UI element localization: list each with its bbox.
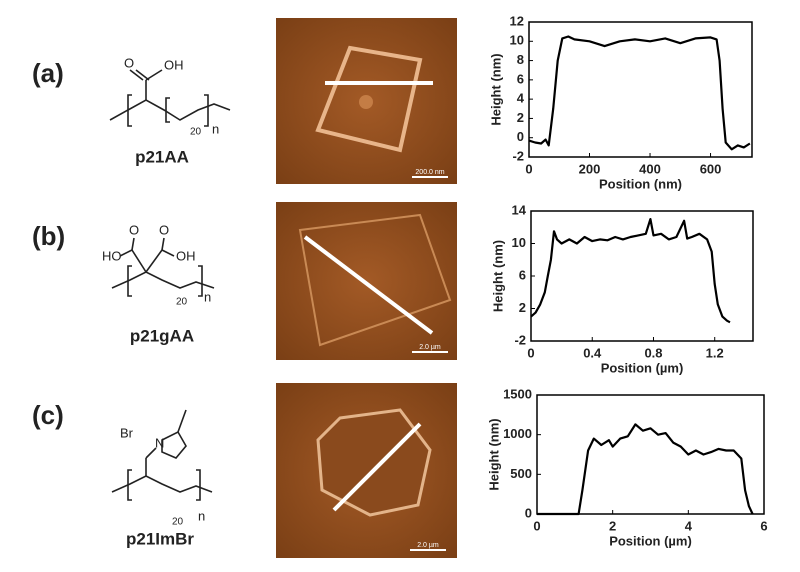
panel-label: (c) <box>32 400 64 430</box>
atom: OH <box>176 248 196 263</box>
x-tick-label: 2 <box>609 518 616 533</box>
structure: Br N 20 n <box>111 409 213 528</box>
y-tick-label: 10 <box>512 235 526 250</box>
y-tick-label: 10 <box>510 33 524 48</box>
compound-name: p21AA <box>135 147 189 166</box>
x-tick-label: 0 <box>525 161 532 176</box>
y-tick-label: -2 <box>514 332 526 347</box>
y-tick-label: 1000 <box>503 426 532 441</box>
atom: OH <box>164 57 184 72</box>
y-tick-label: 0 <box>525 505 532 520</box>
x-axis-label: Position (µm) <box>601 360 684 375</box>
plot-frame <box>530 210 754 342</box>
subscript: n <box>198 508 205 523</box>
x-tick-label: 400 <box>639 161 661 176</box>
data-line <box>528 35 751 151</box>
y-tick-label: 2 <box>519 300 526 315</box>
x-tick-label: 0.8 <box>644 345 662 360</box>
compound-name: p21gAA <box>130 326 194 345</box>
x-tick-label: 0 <box>527 345 534 360</box>
atom: O <box>124 55 134 70</box>
afm-image: 200.0 nm <box>276 18 457 184</box>
subscript: n <box>212 121 219 136</box>
atom: O <box>159 222 169 237</box>
y-tick-label: 6 <box>517 71 524 86</box>
x-tick-label: 0.4 <box>583 345 602 360</box>
y-tick-label: 6 <box>519 267 526 282</box>
y-tick-label: -2 <box>512 148 524 163</box>
y-tick-label: 14 <box>512 202 527 217</box>
y-tick-label: 4 <box>517 91 525 106</box>
atom: O <box>129 222 139 237</box>
x-tick-label: 200 <box>579 161 601 176</box>
y-tick-label: 1500 <box>503 386 532 401</box>
compound-name: p21ImBr <box>126 529 194 548</box>
atom: Br <box>120 425 134 440</box>
x-tick-label: 600 <box>700 161 722 176</box>
x-tick-label: 4 <box>685 518 693 533</box>
y-tick-label: 2 <box>517 110 524 125</box>
y-tick-label: 500 <box>510 466 532 481</box>
scale-bar-label: 2.0 µm <box>417 542 439 549</box>
structure: O OH 20 n <box>109 55 231 138</box>
y-tick-label: 0 <box>517 129 524 144</box>
x-tick-label: 1.2 <box>706 345 724 360</box>
scale-bar-label: 2.0 µm <box>419 344 441 351</box>
plot-frame <box>528 21 753 158</box>
y-axis-label: Height (nm) <box>488 53 503 125</box>
y-tick-label: 8 <box>517 52 524 67</box>
x-axis-label: Position (µm) <box>609 533 692 548</box>
subscript: 20 <box>172 517 184 528</box>
plot-frame <box>536 394 765 515</box>
x-tick-label: 0 <box>533 518 540 533</box>
data-line <box>530 218 731 324</box>
x-axis-label: Position (nm) <box>599 176 682 191</box>
y-axis-label: Height (nm) <box>490 240 505 312</box>
subscript: 20 <box>190 127 202 138</box>
subscript: 20 <box>176 297 188 308</box>
panel-label: (b) <box>32 221 65 251</box>
data-line <box>537 423 754 516</box>
structure: HO O O OH 20 n <box>102 222 215 308</box>
panel-label: (a) <box>32 58 64 88</box>
atom: N <box>155 435 164 450</box>
afm-image: 2.0 µm <box>276 383 457 558</box>
scale-bar-label: 200.0 nm <box>415 169 444 176</box>
subscript: n <box>204 289 211 304</box>
afm-image: 2.0 µm <box>276 202 457 360</box>
y-tick-label: 12 <box>510 13 524 28</box>
x-tick-label: 6 <box>760 518 767 533</box>
atom: HO <box>102 248 122 263</box>
y-axis-label: Height (nm) <box>486 418 501 490</box>
